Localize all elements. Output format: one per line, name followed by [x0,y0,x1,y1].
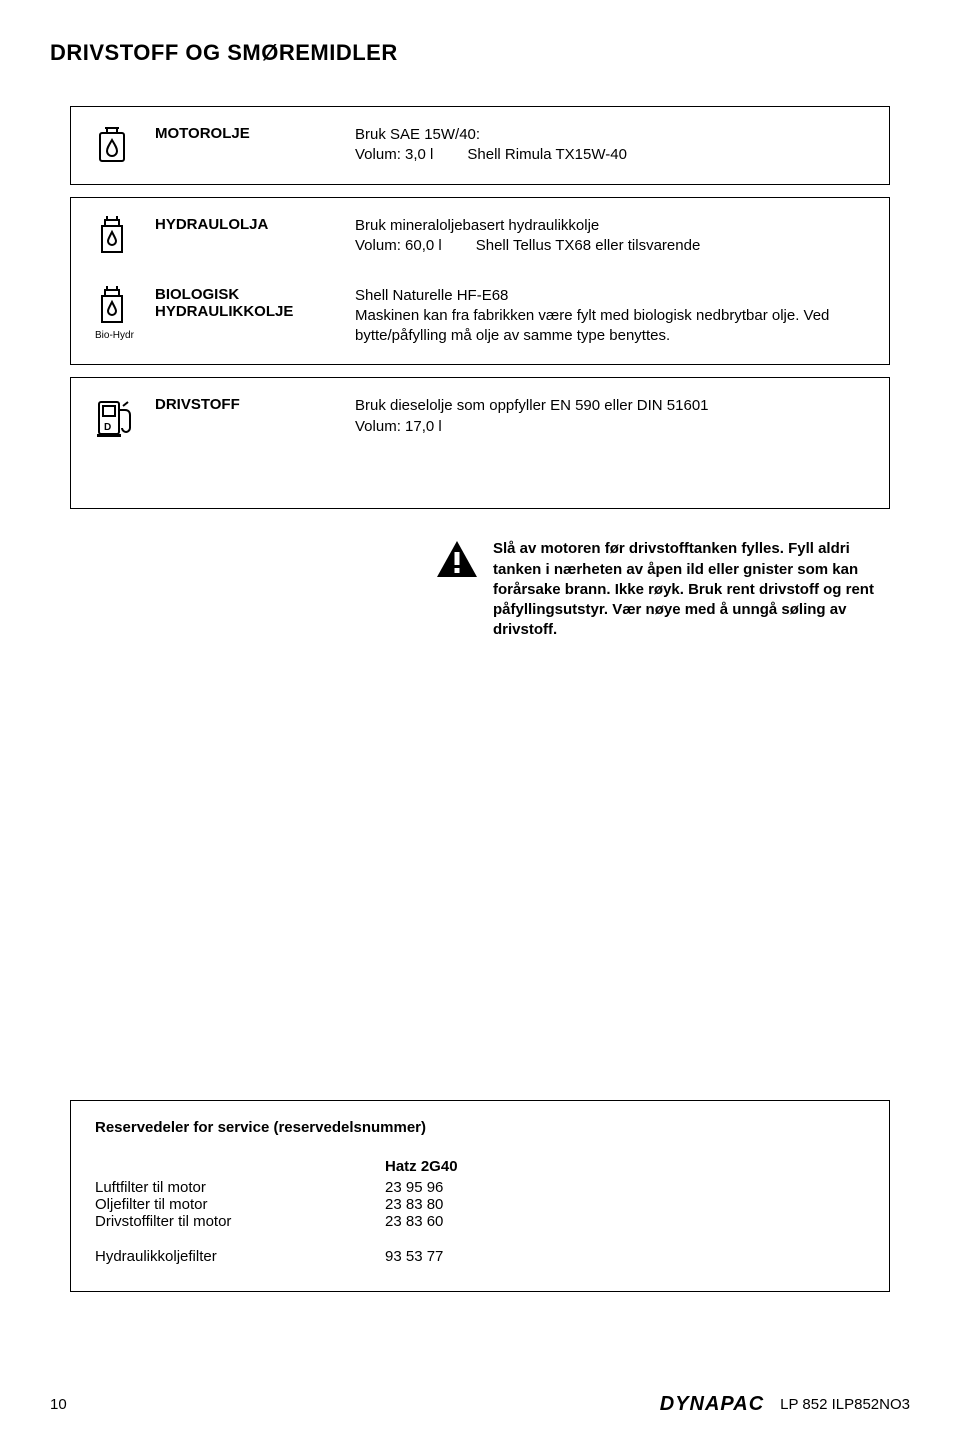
spare-num: 23 95 96 [385,1179,535,1196]
spare-name: Oljefilter til motor [95,1196,385,1213]
fuel-pump-icon: D [95,396,135,438]
drivstoff-line1: Bruk dieselolje som oppfyller EN 590 ell… [355,396,865,416]
warning-icon [435,539,479,579]
warning-text: Slå av motoren før drivstofftanken fylle… [493,539,890,640]
section-motorolje: MOTOROLJE Bruk SAE 15W/40: Volum: 3,0 l … [70,106,890,185]
hydraulolja-volume: Volum: 60,0 l [355,236,442,256]
motorolje-line1: Bruk SAE 15W/40: [355,125,865,145]
brand-logo: DYNAPAC [660,1393,764,1416]
motorolje-product: Shell Rimula TX15W-40 [467,145,627,165]
spare-num: 93 53 77 [385,1248,535,1265]
biologisk-line1: Shell Naturelle HF-E68 [355,286,865,306]
hydraulic-oil-icon [95,216,129,258]
biologisk-label-2: HYDRAULIKKOLJE [155,303,355,320]
spare-row: Hydraulikkoljefilter 93 53 77 [95,1248,865,1265]
hydraulolja-desc: Bruk mineraloljebasert hydraulikkolje Vo… [355,216,865,257]
spares-header: Hatz 2G40 [385,1158,535,1175]
motorolje-label: MOTOROLJE [155,125,355,142]
bio-hydr-caption: Bio-Hydr [95,330,134,341]
hydraulolja-product: Shell Tellus TX68 eller tilsvarende [476,236,701,256]
page-number: 10 [50,1396,67,1413]
drivstoff-volume: Volum: 17,0 l [355,417,865,437]
drivstoff-label: DRIVSTOFF [155,396,355,413]
spare-name: Drivstoffilter til motor [95,1213,385,1230]
section-drivstoff: D DRIVSTOFF Bruk dieselolje som oppfylle… [70,377,890,509]
hydraulolja-line1: Bruk mineraloljebasert hydraulikkolje [355,216,865,236]
motorolje-volume: Volum: 3,0 l [355,145,433,165]
spare-num: 23 83 80 [385,1196,535,1213]
biologisk-desc: Shell Naturelle HF-E68 Maskinen kan fra … [355,286,865,347]
drivstoff-desc: Bruk dieselolje som oppfyller EN 590 ell… [355,396,865,437]
bio-hydraulic-oil-icon [95,286,129,328]
spare-row: Oljefilter til motor 23 83 80 [95,1196,865,1213]
page-title: DRIVSTOFF OG SMØREMIDLER [50,40,910,66]
spare-name: Hydraulikkoljefilter [95,1248,385,1265]
spare-row: Drivstoffilter til motor 23 83 60 [95,1213,865,1230]
spare-num: 23 83 60 [385,1213,535,1230]
spares-title: Reservedeler for service (reservedelsnum… [95,1119,865,1136]
spares-section: Reservedeler for service (reservedelsnum… [70,1100,890,1292]
oil-drop-icon [95,125,129,165]
motorolje-desc: Bruk SAE 15W/40: Volum: 3,0 l Shell Rimu… [355,125,865,166]
spare-row: Luftfilter til motor 23 95 96 [95,1179,865,1196]
page-footer: 10 DYNAPAC LP 852 ILP852NO3 [50,1393,910,1416]
section-hydraulics: HYDRAULOLJA Bruk mineraloljebasert hydra… [70,197,890,366]
spare-name: Luftfilter til motor [95,1179,385,1196]
doc-code: LP 852 ILP852NO3 [780,1396,910,1413]
warning-block: Slå av motoren før drivstofftanken fylle… [435,539,890,640]
hydraulolja-label: HYDRAULOLJA [155,216,355,233]
biologisk-label-1: BIOLOGISK [155,286,355,303]
biologisk-line2: Maskinen kan fra fabrikken være fylt med… [355,306,865,347]
svg-text:D: D [104,422,111,433]
